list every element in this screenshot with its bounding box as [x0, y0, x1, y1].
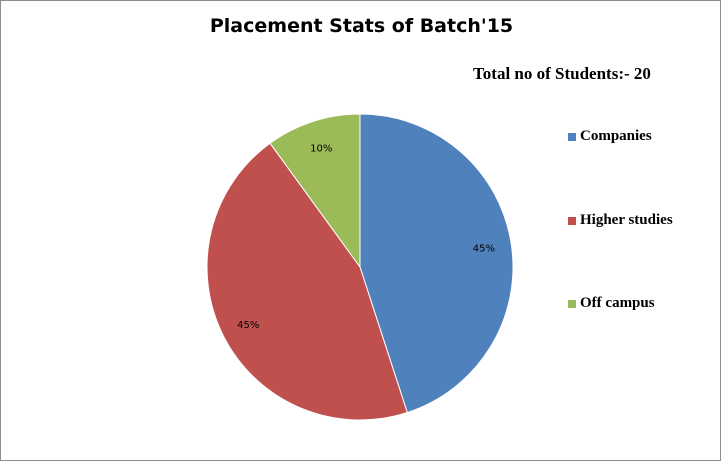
pie-slice-higher-studies: [206, 142, 408, 421]
legend-item-companies: Companies: [568, 128, 652, 145]
legend-label-companies: Companies: [580, 128, 652, 144]
pie-slice-companies: [359, 113, 514, 414]
data-label-companies: 45%: [473, 243, 495, 254]
legend-label-higher-studies: Higher studies: [580, 212, 673, 228]
legend-item-higher-studies: Higher studies: [568, 212, 673, 229]
total-students-annotation: Total no of Students:- 20: [473, 64, 651, 83]
legend-swatch-higher-studies: [568, 216, 576, 225]
legend-swatch-companies: [568, 132, 576, 141]
legend-label-off-campus: Off campus: [580, 295, 655, 311]
legend-item-off-campus: Off campus: [568, 295, 655, 312]
data-label-higher-studies: 45%: [237, 320, 259, 331]
chart-title: Placement Stats of Batch'15: [209, 15, 514, 37]
legend-swatch-off-campus: [568, 299, 576, 308]
data-label-off-campus: 10%: [310, 144, 332, 155]
pie-slice-off-campus: [269, 113, 361, 269]
